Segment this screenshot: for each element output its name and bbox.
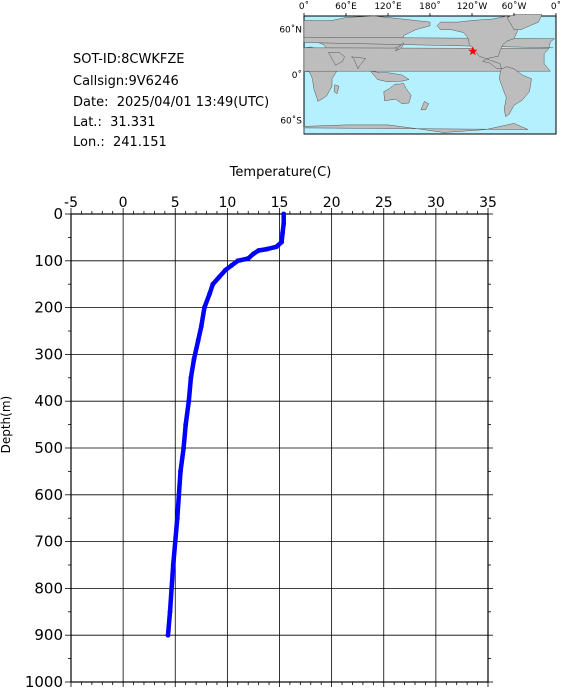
data-point bbox=[178, 469, 183, 474]
minor-ticks bbox=[65, 208, 493, 687]
data-point bbox=[202, 305, 207, 310]
y-tick-label: 700 bbox=[34, 533, 63, 551]
x-tick-label: 0 bbox=[119, 195, 128, 211]
data-point bbox=[281, 211, 287, 217]
map-lon-label: 0˚ bbox=[299, 1, 309, 12]
world-map: 0˚ 60˚E 120˚E 180˚ 120˚W 60˚W 0˚ 60˚N 0˚ 60˚S bbox=[279, 1, 561, 135]
data-point bbox=[235, 258, 241, 264]
land-masses bbox=[303, 14, 556, 134]
grid bbox=[70, 213, 489, 683]
data-point bbox=[264, 246, 270, 252]
y-tick-label: 0 bbox=[53, 205, 63, 223]
map-lon-label: 180˚ bbox=[419, 1, 441, 12]
y-tick-label: 900 bbox=[34, 626, 63, 644]
y-tick-label: 400 bbox=[34, 392, 63, 410]
data-point bbox=[281, 220, 287, 226]
data-point bbox=[165, 632, 171, 638]
arabia bbox=[328, 52, 345, 66]
data-point bbox=[216, 274, 222, 280]
map-lon-label: 60˚W bbox=[502, 1, 527, 12]
x-axis-label: Temperature(C) bbox=[229, 165, 332, 180]
map-lon-label: 0˚ bbox=[551, 1, 561, 12]
map-lon-label: 120˚E bbox=[374, 1, 402, 12]
data-point bbox=[251, 251, 256, 257]
data-point bbox=[191, 356, 197, 362]
data-point bbox=[245, 256, 251, 261]
india bbox=[350, 56, 367, 70]
data-point bbox=[222, 267, 228, 273]
data-point bbox=[210, 281, 216, 287]
date-text: Date: 2025/04/01 13:49(UTC) bbox=[73, 95, 270, 110]
japan bbox=[394, 41, 404, 52]
y-tick-label: 500 bbox=[34, 439, 63, 457]
sot-id-text: SOT-ID:8CWKFZE bbox=[73, 52, 185, 67]
data-point bbox=[280, 230, 286, 236]
map-lat-label: 60˚S bbox=[280, 115, 302, 126]
y-tick-label: 100 bbox=[34, 252, 63, 270]
y-tick-label: 200 bbox=[34, 299, 63, 317]
location-marker-star bbox=[468, 46, 478, 56]
australia bbox=[383, 83, 412, 104]
data-point bbox=[207, 291, 213, 296]
map-lat-label: 0˚ bbox=[292, 70, 302, 81]
y-tick-label: 300 bbox=[34, 345, 63, 363]
data-point bbox=[256, 248, 262, 253]
x-tick-label: 25 bbox=[375, 195, 393, 211]
map-lat-label: 60˚N bbox=[279, 25, 302, 36]
data-point bbox=[229, 263, 234, 268]
x-tick-label: 5 bbox=[171, 195, 180, 211]
data-point bbox=[188, 375, 194, 381]
data-point bbox=[186, 398, 192, 404]
x-tick-label: 20 bbox=[323, 195, 341, 211]
data-point bbox=[279, 239, 284, 245]
north-america bbox=[436, 15, 518, 70]
y-axis-label: Depth(m) bbox=[0, 396, 13, 454]
new-zealand bbox=[420, 101, 429, 111]
data-point bbox=[183, 422, 189, 427]
callsign-text: Callsign:9V6246 bbox=[73, 74, 179, 89]
lon-text: Lon.: 241.151 bbox=[73, 135, 167, 150]
temperature-profile-line bbox=[165, 211, 286, 638]
x-tick-label: 15 bbox=[271, 195, 289, 211]
data-point bbox=[170, 562, 176, 568]
x-tick-label: 10 bbox=[218, 195, 236, 211]
x-tick-label: -5 bbox=[64, 195, 78, 211]
lat-text: Lat.: 31.331 bbox=[73, 115, 156, 130]
indonesia bbox=[369, 70, 410, 83]
south-america bbox=[499, 66, 532, 118]
antarctica bbox=[303, 123, 529, 134]
data-point bbox=[198, 323, 204, 329]
madagascar bbox=[333, 84, 340, 95]
data-point bbox=[181, 445, 186, 451]
data-point bbox=[174, 515, 180, 521]
y-tick-label: 800 bbox=[34, 579, 63, 597]
x-tick-label: 35 bbox=[479, 195, 497, 211]
location-map: 0˚ 60˚E 120˚E 180˚ 120˚W 60˚W 0˚ 60˚N 0˚ 60˚S bbox=[279, 0, 561, 138]
data-point bbox=[273, 244, 279, 250]
y-tick-label: 1000 bbox=[25, 673, 63, 690]
x-tick-label: 30 bbox=[427, 195, 445, 211]
map-lon-label: 60˚E bbox=[335, 1, 357, 12]
data-point bbox=[195, 337, 201, 343]
greenland bbox=[506, 14, 543, 30]
map-lon-label: 120˚W bbox=[457, 1, 488, 12]
y-tick-label: 600 bbox=[34, 486, 63, 504]
data-point bbox=[167, 609, 173, 615]
